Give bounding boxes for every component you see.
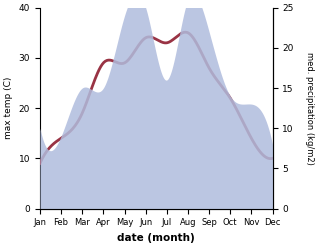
Y-axis label: med. precipitation (kg/m2): med. precipitation (kg/m2) bbox=[305, 52, 314, 165]
X-axis label: date (month): date (month) bbox=[117, 233, 195, 243]
Y-axis label: max temp (C): max temp (C) bbox=[4, 77, 13, 139]
